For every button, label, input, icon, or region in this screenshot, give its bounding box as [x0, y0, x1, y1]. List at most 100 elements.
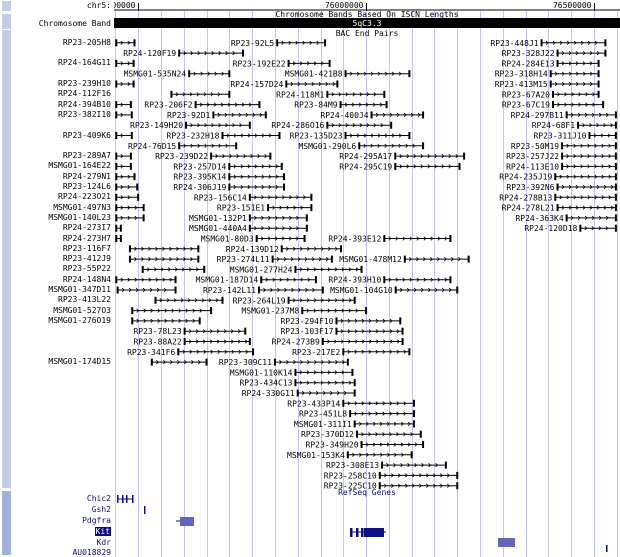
- bac-clone[interactable]: RP23-370D12: [301, 430, 422, 439]
- gene-label[interactable]: Gsh2: [91, 505, 111, 514]
- bac-clone[interactable]: RP23-448J1: [490, 39, 607, 48]
- bac-clone-label[interactable]: RP23-135D23: [290, 132, 343, 141]
- bac-clone[interactable]: RP23-239D22: [155, 152, 272, 161]
- bac-clone[interactable]: RP23-395K14: [173, 173, 286, 182]
- bac-clone-label[interactable]: MSMG01-174D15: [48, 357, 111, 367]
- bac-clone[interactable]: RP23-434C13: [239, 379, 356, 388]
- bac-clone[interactable]: RP24-278L21: [502, 204, 617, 213]
- bac-clone-label[interactable]: RP24-393H10: [328, 276, 381, 285]
- bac-clone[interactable]: RP23-84M9: [294, 101, 388, 110]
- bac-clone-label[interactable]: RP23-92L5: [231, 39, 275, 48]
- bac-clone-label[interactable]: RP23-206F2: [144, 101, 192, 110]
- bac-clone-label[interactable]: MSMG01-237M8: [241, 307, 299, 316]
- bac-clone[interactable]: [131, 317, 201, 325]
- bac-clone-label[interactable]: MSMG01-497N3: [53, 202, 111, 212]
- bac-clone-label[interactable]: RP23-311J10: [533, 132, 586, 141]
- bac-clone-label[interactable]: MSMG01-527O3: [53, 305, 111, 315]
- bac-clone[interactable]: [115, 152, 132, 160]
- bac-clone-label[interactable]: RP23-412J9: [62, 254, 111, 264]
- bac-clone[interactable]: RP24-393E12: [328, 235, 452, 244]
- bac-clone[interactable]: RP24-286O16: [271, 121, 393, 130]
- bac-clone-label[interactable]: RP23-55P22: [62, 264, 111, 274]
- bac-clone[interactable]: RP23-151E1: [217, 204, 313, 213]
- bac-clone[interactable]: RP23-103F17: [280, 327, 404, 336]
- bac-clone-label[interactable]: RP23-92D1: [167, 111, 211, 120]
- bac-clone[interactable]: RP23-156C14: [194, 193, 313, 202]
- bac-clone-label[interactable]: RP23-395K14: [173, 173, 226, 182]
- chrom-band-label[interactable]: Chromosome Band: [38, 19, 111, 28]
- bac-clone-label[interactable]: RP23-149H20: [130, 121, 183, 130]
- bac-clone-label[interactable]: RP23-413M15: [495, 80, 548, 89]
- bac-clone[interactable]: RP23-433P14: [287, 399, 415, 408]
- bac-clone[interactable]: [115, 80, 135, 88]
- bac-clone-label[interactable]: RP24-118M1: [276, 90, 324, 99]
- bac-clone[interactable]: RP23-294F10: [280, 317, 402, 326]
- bac-clone-label[interactable]: RP23-67A20: [502, 90, 550, 99]
- bac-clone[interactable]: RP24-120F19: [123, 49, 245, 58]
- bac-clone[interactable]: [154, 296, 224, 304]
- bac-clone-label[interactable]: RP24-278B13: [499, 193, 552, 202]
- bac-clone-label[interactable]: MSMG01-132P1: [189, 214, 247, 223]
- bac-clone-label[interactable]: MSMG01-535N24: [124, 70, 187, 79]
- bac-clone[interactable]: RP24-306J19: [173, 183, 286, 192]
- bac-clone-label[interactable]: RP24-120F19: [123, 49, 176, 58]
- sidebar-refseq-button[interactable]: [2, 491, 11, 555]
- bac-clone-label[interactable]: RP23-409K6: [62, 130, 111, 140]
- bac-clone[interactable]: RP23-142L11: [203, 286, 324, 295]
- bac-clone-label[interactable]: RP23-232H18: [167, 132, 220, 141]
- bac-clone-label[interactable]: RP23-309C11: [219, 358, 272, 367]
- bac-clone[interactable]: RP24-68F1: [532, 121, 617, 130]
- bac-clone-label[interactable]: RP23-258C10: [324, 471, 377, 480]
- gene-label[interactable]: Chic2: [86, 494, 111, 503]
- bac-clone-label[interactable]: RP23-225C10: [324, 482, 377, 491]
- band-5qC3-3[interactable]: [114, 18, 620, 28]
- bac-clone-label[interactable]: RP24-306J19: [173, 183, 226, 192]
- bac-clone-label[interactable]: RP23-294F10: [280, 317, 333, 326]
- bac-clone[interactable]: [115, 132, 133, 139]
- bac-clone-label[interactable]: RP23-382I10: [58, 109, 111, 119]
- bac-clone[interactable]: [115, 193, 140, 201]
- sidebar-band-button[interactable]: [2, 14, 11, 29]
- bac-clone[interactable]: MSMG01-153K4: [287, 451, 413, 460]
- bac-clone[interactable]: RP24-157D24: [230, 80, 339, 89]
- bac-clone-label[interactable]: RP23-451L8: [299, 410, 347, 419]
- bac-clone[interactable]: RP23-192E22: [233, 59, 331, 68]
- bac-clone-label[interactable]: MSMG01-110K14: [230, 368, 293, 377]
- bac-clone[interactable]: RP24-273B9: [272, 338, 404, 347]
- bac-clone[interactable]: RP24-120D18: [524, 224, 617, 233]
- bac-clone[interactable]: RP23-67C19: [502, 101, 605, 110]
- bac-clone-label[interactable]: RP24-330G11: [242, 389, 295, 398]
- bac-clone-label[interactable]: RP24-278L21: [502, 204, 555, 213]
- bac-clone-label[interactable]: MSMG01-290L6: [298, 142, 356, 151]
- bac-clone[interactable]: RP23-258C10: [324, 471, 459, 480]
- bac-clone[interactable]: [115, 59, 135, 67]
- bac-clone-label[interactable]: RP23-341F6: [127, 348, 175, 357]
- bac-clone-label[interactable]: MSMG01-153K4: [287, 451, 345, 460]
- bac-clone[interactable]: RP23-225C10: [324, 482, 459, 491]
- bac-clone-label[interactable]: RP24-120D18: [524, 224, 577, 233]
- bac-clone[interactable]: RP23-217E2: [292, 348, 411, 357]
- bac-clone-label[interactable]: RP23-84M9: [294, 101, 338, 110]
- bac-clone-label[interactable]: RP23-88A22: [133, 338, 181, 347]
- bac-clone-label[interactable]: RP23-328J22: [502, 49, 555, 58]
- bac-clone-label[interactable]: RP24-113E10: [506, 162, 559, 171]
- bac-clone-label[interactable]: RP24-363K4: [515, 214, 563, 223]
- bac-clone[interactable]: RP24-297B11: [511, 111, 617, 120]
- gene-au018829[interactable]: [606, 545, 608, 552]
- bac-clone-label[interactable]: RP23-103F17: [280, 327, 333, 336]
- bac-clone-label[interactable]: RP24-273H7: [62, 233, 111, 243]
- bac-clone-label[interactable]: RP24-286O16: [271, 121, 324, 130]
- bac-clone[interactable]: [115, 214, 145, 222]
- bac-clone-label[interactable]: RP23-392N6: [506, 183, 554, 192]
- bac-clone-label[interactable]: MSMG01-104G10: [330, 286, 393, 295]
- bac-clone[interactable]: RP24-113E10: [506, 162, 617, 171]
- bac-clone-label[interactable]: RP23-257J22: [506, 152, 559, 161]
- bac-clone-label[interactable]: RP23-448J1: [490, 39, 538, 48]
- bac-clone[interactable]: MSMG01-421B8: [285, 70, 411, 79]
- bac-clone-label[interactable]: RP23-349H20: [306, 441, 359, 450]
- bac-clone-label[interactable]: RP23-239H10: [58, 79, 111, 88]
- bac-clone-label[interactable]: RP24-68F1: [532, 121, 576, 130]
- bac-clone[interactable]: [170, 90, 231, 98]
- bac-clone[interactable]: RP23-318H14: [495, 70, 600, 79]
- bac-clone[interactable]: [115, 204, 145, 212]
